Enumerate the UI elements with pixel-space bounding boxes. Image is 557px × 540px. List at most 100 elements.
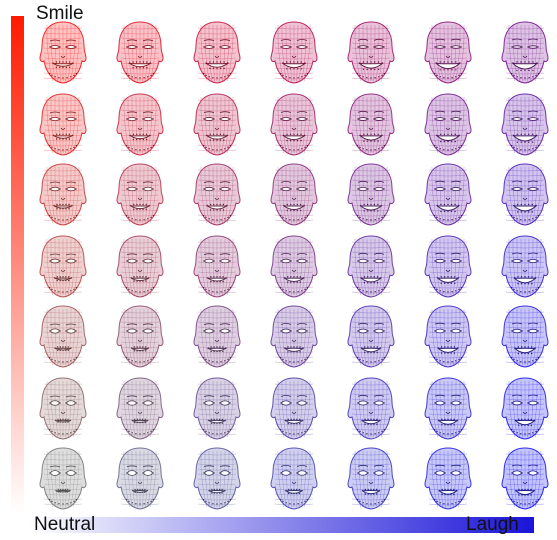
wireframe-head-icon <box>270 377 318 440</box>
smile-label: Smile <box>36 3 84 24</box>
wireframe-head-icon <box>39 21 87 84</box>
wireframe-head-icon <box>193 447 241 510</box>
wireframe-head-icon <box>501 163 549 226</box>
wireframe-head-icon <box>270 93 318 156</box>
face-r3-c3 <box>187 162 247 228</box>
wireframe-head-icon <box>424 163 472 226</box>
wireframe-head-icon <box>270 447 318 510</box>
wireframe-head-icon <box>347 235 395 298</box>
face-r4-c6 <box>418 234 478 300</box>
wireframe-head-icon <box>501 377 549 440</box>
laugh-label: Laugh <box>466 514 519 535</box>
face-r4-c3 <box>187 234 247 300</box>
wireframe-head-icon <box>270 163 318 226</box>
face-r4-c4 <box>264 234 324 300</box>
wireframe-head-icon <box>424 447 472 510</box>
face-r6-c1 <box>33 376 93 442</box>
wireframe-head-icon <box>347 163 395 226</box>
face-r3-c1 <box>33 162 93 228</box>
face-r6-c7 <box>495 376 555 442</box>
wireframe-head-icon <box>39 93 87 156</box>
face-r4-c7 <box>495 234 555 300</box>
face-r5-c4 <box>264 304 324 370</box>
face-r3-c5 <box>341 162 401 228</box>
wireframe-head-icon <box>39 163 87 226</box>
face-r5-c6 <box>418 304 478 370</box>
neutral-label: Neutral <box>34 514 96 535</box>
wireframe-head-icon <box>39 377 87 440</box>
face-r4-c1 <box>33 234 93 300</box>
face-r4-c2 <box>110 234 170 300</box>
wireframe-head-icon <box>193 305 241 368</box>
face-r6-c6 <box>418 376 478 442</box>
face-r1-c5 <box>341 20 401 86</box>
face-r5-c2 <box>110 304 170 370</box>
face-r5-c7 <box>495 304 555 370</box>
face-r7-c1 <box>33 446 93 512</box>
wireframe-head-icon <box>193 163 241 226</box>
face-r7-c2 <box>110 446 170 512</box>
wireframe-head-icon <box>424 21 472 84</box>
face-r6-c4 <box>264 376 324 442</box>
face-r1-c6 <box>418 20 478 86</box>
wireframe-head-icon <box>39 235 87 298</box>
face-r7-c5 <box>341 446 401 512</box>
face-r1-c7 <box>495 20 555 86</box>
face-r2-c5 <box>341 92 401 158</box>
wireframe-head-icon <box>424 235 472 298</box>
wireframe-head-icon <box>116 305 164 368</box>
wireframe-head-icon <box>424 305 472 368</box>
face-r3-c6 <box>418 162 478 228</box>
face-r7-c3 <box>187 446 247 512</box>
face-r7-c7 <box>495 446 555 512</box>
wireframe-head-icon <box>501 305 549 368</box>
smile-gradient-bar <box>11 16 24 514</box>
face-r2-c2 <box>110 92 170 158</box>
face-r6-c2 <box>110 376 170 442</box>
face-r7-c4 <box>264 446 324 512</box>
wireframe-head-icon <box>270 21 318 84</box>
wireframe-head-icon <box>501 21 549 84</box>
wireframe-head-icon <box>193 93 241 156</box>
wireframe-head-icon <box>116 377 164 440</box>
wireframe-head-icon <box>193 377 241 440</box>
face-r7-c6 <box>418 446 478 512</box>
face-r5-c1 <box>33 304 93 370</box>
wireframe-head-icon <box>39 305 87 368</box>
wireframe-head-icon <box>193 21 241 84</box>
face-r2-c1 <box>33 92 93 158</box>
wireframe-head-icon <box>424 93 472 156</box>
wireframe-head-icon <box>116 93 164 156</box>
face-r3-c2 <box>110 162 170 228</box>
wireframe-head-icon <box>116 447 164 510</box>
wireframe-head-icon <box>116 21 164 84</box>
wireframe-head-icon <box>270 235 318 298</box>
laugh-gradient-bar <box>30 517 534 533</box>
face-r6-c3 <box>187 376 247 442</box>
face-grid <box>26 10 554 510</box>
face-r1-c4 <box>264 20 324 86</box>
wireframe-head-icon <box>501 93 549 156</box>
wireframe-head-icon <box>270 305 318 368</box>
face-r1-c1 <box>33 20 93 86</box>
wireframe-head-icon <box>347 21 395 84</box>
wireframe-head-icon <box>501 447 549 510</box>
wireframe-head-icon <box>116 235 164 298</box>
wireframe-head-icon <box>347 377 395 440</box>
wireframe-head-icon <box>39 447 87 510</box>
wireframe-head-icon <box>193 235 241 298</box>
wireframe-head-icon <box>347 447 395 510</box>
face-r3-c4 <box>264 162 324 228</box>
face-r3-c7 <box>495 162 555 228</box>
face-r2-c7 <box>495 92 555 158</box>
face-r6-c5 <box>341 376 401 442</box>
wireframe-head-icon <box>424 377 472 440</box>
face-r2-c3 <box>187 92 247 158</box>
wireframe-head-icon <box>501 235 549 298</box>
face-r5-c3 <box>187 304 247 370</box>
face-r2-c6 <box>418 92 478 158</box>
wireframe-head-icon <box>116 163 164 226</box>
wireframe-head-icon <box>347 305 395 368</box>
face-r4-c5 <box>341 234 401 300</box>
